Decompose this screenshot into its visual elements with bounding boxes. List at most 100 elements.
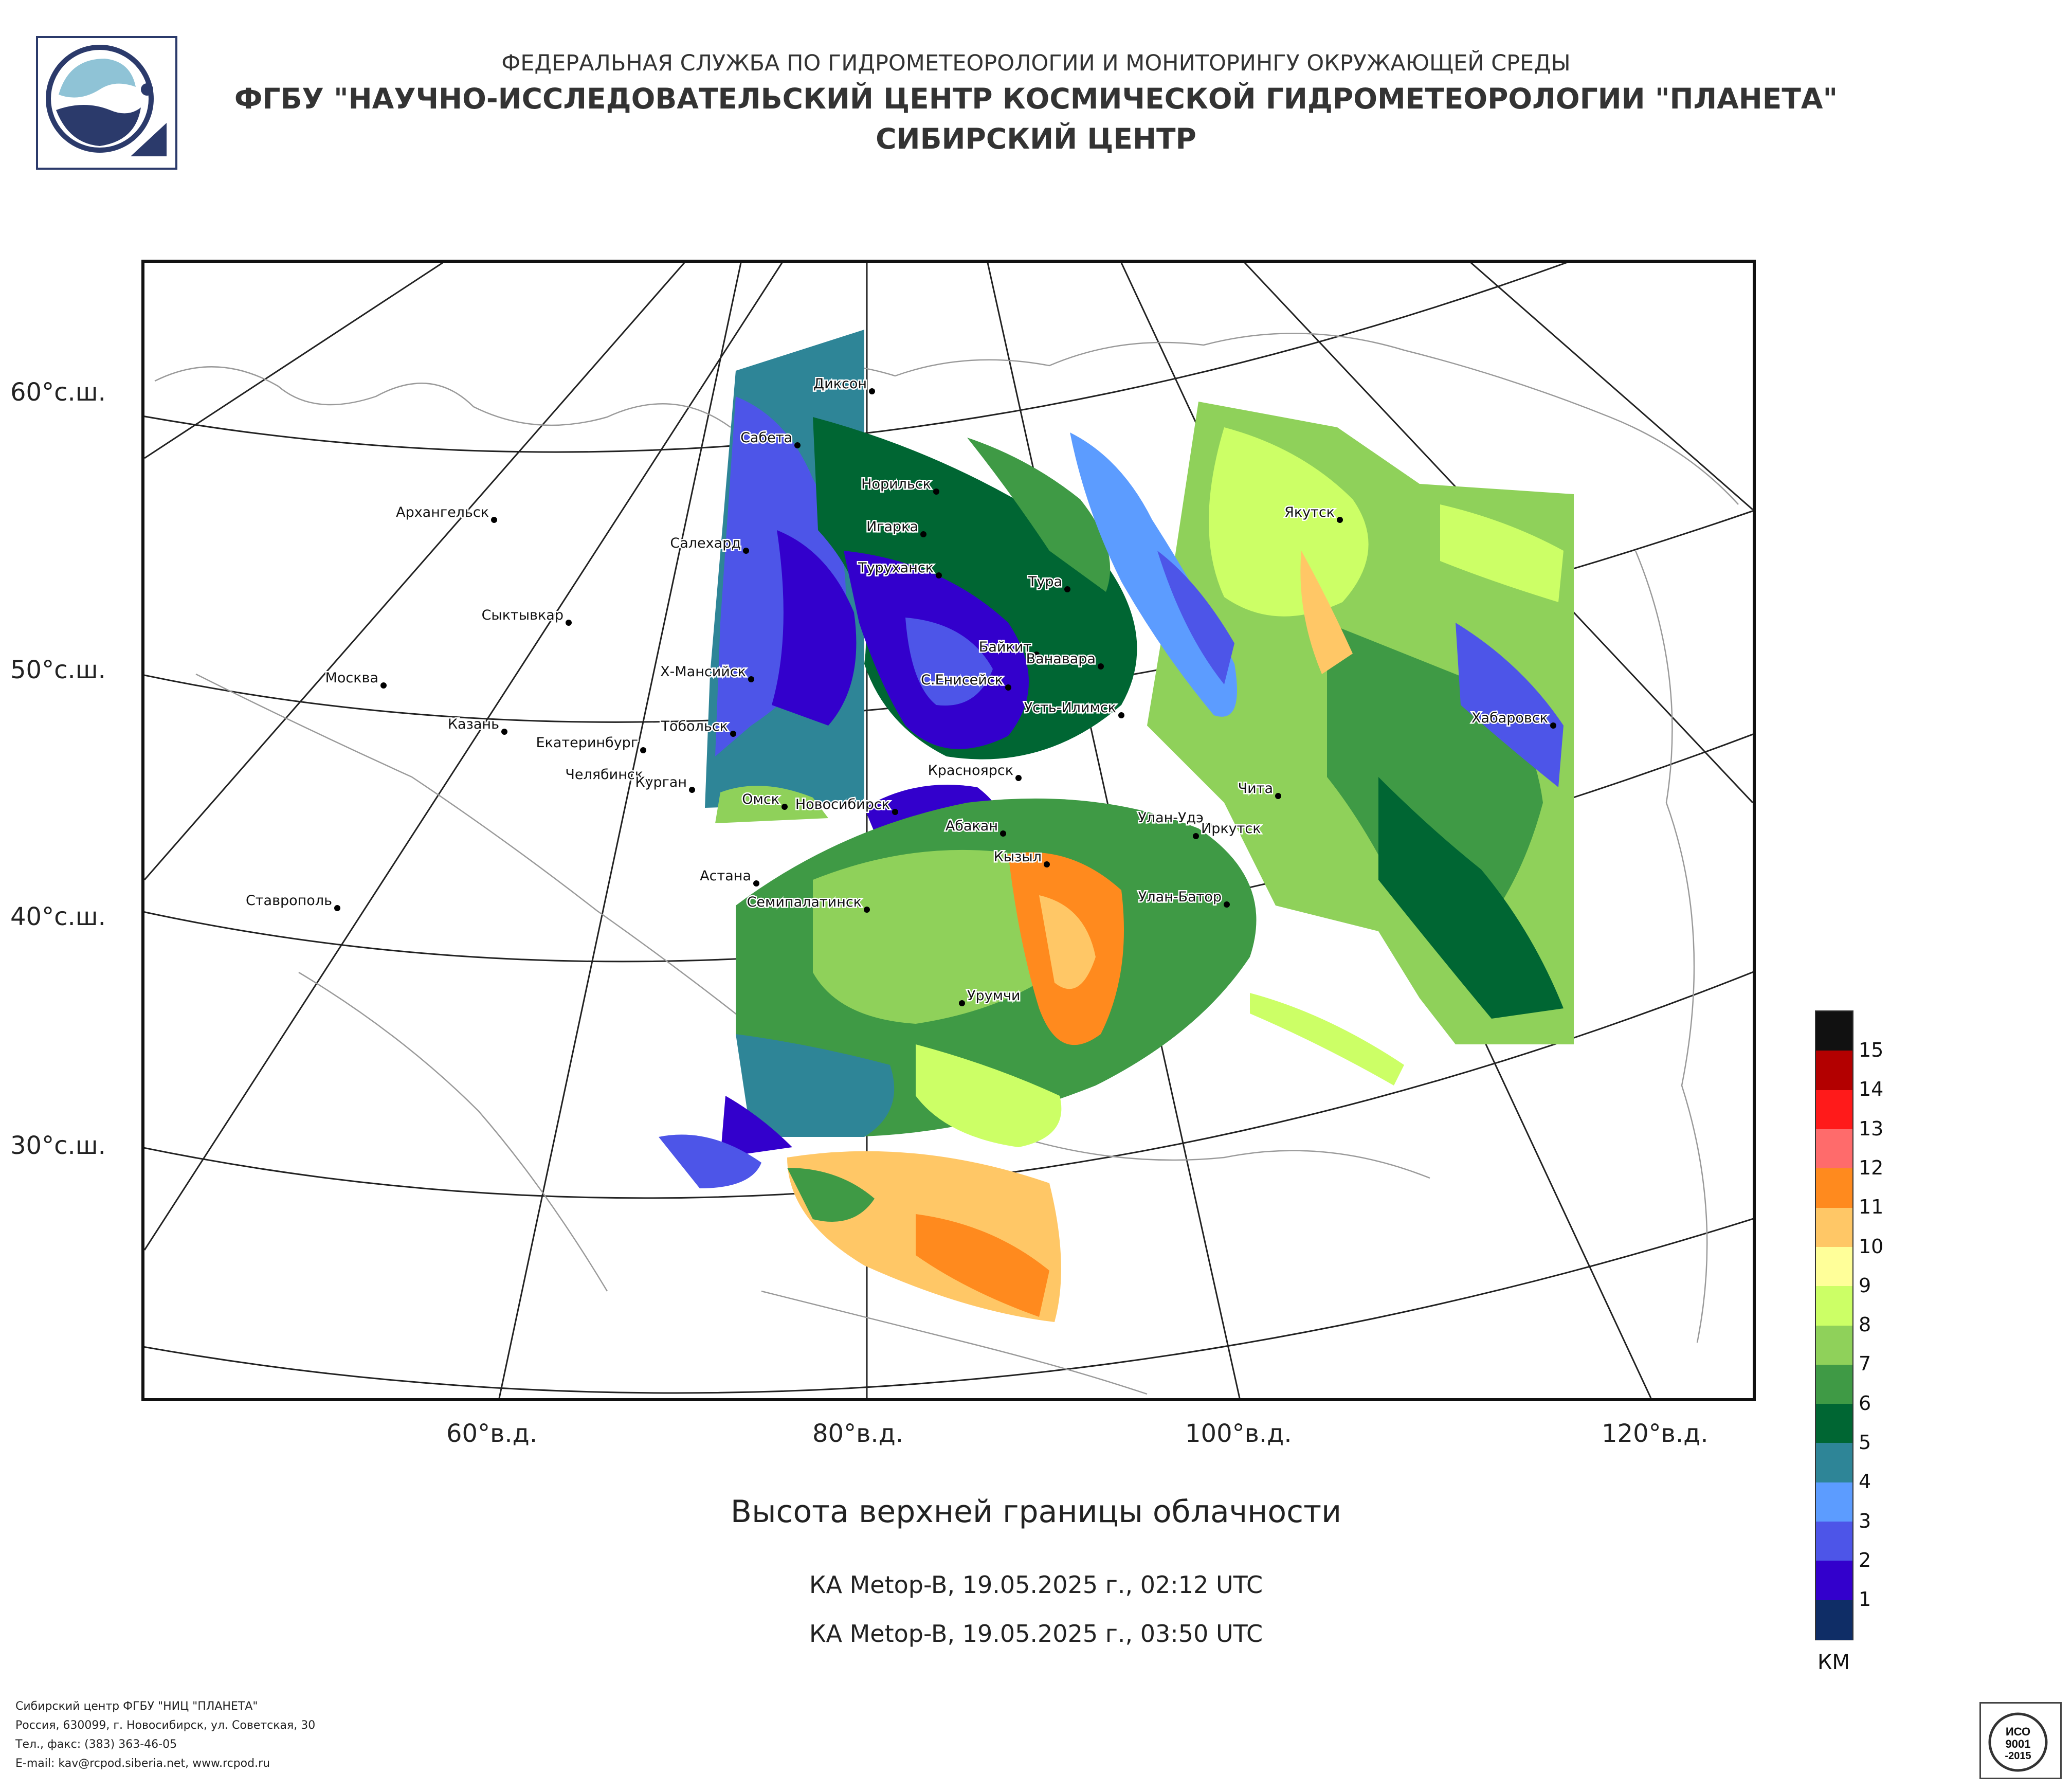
scale-band-15 [1816,1011,1852,1052]
lon-label-80: 80°в.д. [812,1419,904,1448]
scale-label-12: 12 [1859,1156,1884,1179]
city-marker [1118,712,1124,718]
scale-band-14 [1816,1051,1852,1091]
city-marker [933,489,939,495]
city-marker [1000,830,1006,837]
scale-band-5 [1816,1404,1852,1444]
header-center: СИБИРСКИЙ ЦЕНТР [876,122,1196,155]
footer-phone: Тел., факс: (383) 363-46-05 [15,1738,177,1751]
city-label: Сыктывкар [482,607,564,623]
city-label: Ванавара [1026,651,1096,667]
city-marker [1275,793,1281,799]
scale-unit: КМ [1817,1651,1850,1674]
cert-line-2: 9001 [2006,1738,2031,1750]
scale-label-14: 14 [1859,1078,1884,1101]
city-marker [920,531,926,537]
city-marker [743,548,749,554]
city-label: Екатеринбург [536,735,638,751]
city-marker [645,779,651,785]
city-label: Игарка [866,519,918,535]
scale-label-1: 1 [1859,1588,1871,1611]
city-marker [748,676,754,682]
city-label: Москва [325,670,378,686]
city-label: Х-Мансийск [660,664,746,680]
city-marker [640,747,646,753]
footer-org: Сибирский центр ФГБУ "НИЦ "ПЛАНЕТА" [15,1700,258,1713]
cert-line-3: -2015 [2005,1750,2031,1762]
city-label: Красноярск [928,763,1013,779]
city-label: Абакан [946,818,998,834]
scale-label-8: 8 [1859,1313,1871,1336]
city-marker [1064,586,1070,592]
scale-label-10: 10 [1859,1235,1884,1258]
city-marker [959,1000,965,1006]
city-marker [566,620,572,626]
footer-address: Россия, 630099, г. Новосибирск, ул. Сове… [15,1719,316,1732]
city-marker [491,517,497,523]
scale-label-9: 9 [1859,1274,1871,1297]
city-marker [334,905,340,911]
city-marker [864,907,870,913]
city-label: Чита [1238,781,1273,797]
lon-label-60: 60°в.д. [446,1419,538,1448]
iso-certification-stamp: ИСО 9001 -2015 [1979,1702,2062,1779]
scale-band-8 [1816,1286,1852,1326]
footer-email: E-mail: kav@rcpod.siberia.net, www.rcpod… [15,1757,270,1770]
scale-band-11 [1816,1168,1852,1208]
city-label: Курган [635,774,687,790]
scale-band-6 [1816,1364,1852,1405]
city-label: Казань [448,716,499,732]
city-marker [501,729,507,735]
pass-1-caption: КА Metop-B, 19.05.2025 г., 02:12 UTC [809,1571,1263,1599]
pass-2-caption: КА Metop-B, 19.05.2025 г., 03:50 UTC [809,1620,1263,1648]
city-marker [1005,684,1011,691]
city-label: Тура [1028,574,1062,590]
city-marker [892,809,898,815]
city-label: Усть-Илимск [1024,700,1116,716]
city-marker [1033,652,1040,658]
city-marker [1193,833,1199,839]
city-label: Улан-Батор [1138,889,1222,905]
city-marker [869,388,875,394]
city-label: Сабета [740,430,792,446]
city-label: Кызыл [994,849,1042,865]
scale-label-7: 7 [1859,1352,1871,1376]
scale-band-2 [1816,1522,1852,1562]
scale-band-10 [1816,1207,1852,1247]
city-marker [1550,722,1556,729]
organization-logo [36,36,177,170]
city-label: С.Енисейск [921,672,1003,688]
height-color-scale [1815,1010,1853,1640]
map-title: Высота верхней границы облачности [730,1494,1342,1530]
city-marker [936,572,942,578]
city-label: Норильск [861,476,931,492]
city-label: Астана [700,868,751,884]
scale-band-12 [1816,1129,1852,1169]
lat-label-60: 60°с.ш. [10,378,106,407]
scale-label-2: 2 [1859,1549,1871,1571]
scale-band-base [1816,1600,1852,1640]
city-marker [1044,861,1050,867]
header-institute: ФГБУ "НАУЧНО-ИССЛЕДОВАТЕЛЬСКИЙ ЦЕНТР КОС… [234,82,1838,115]
scale-label-5: 5 [1859,1431,1871,1454]
lon-label-120: 120°в.д. [1602,1419,1709,1448]
lat-label-30: 30°с.ш. [10,1131,106,1160]
city-marker [1098,663,1104,670]
scale-band-4 [1816,1443,1852,1483]
header-agency: ФЕДЕРАЛЬНАЯ СЛУЖБА ПО ГИДРОМЕТЕОРОЛОГИИ … [501,50,1571,76]
scale-band-1 [1816,1561,1852,1601]
city-marker [794,442,801,448]
scale-band-13 [1816,1090,1852,1130]
city-label: Иркутск [1201,821,1261,837]
city-label: Байкит [979,639,1031,655]
scale-band-9 [1816,1246,1852,1287]
country-borders [154,333,1739,1395]
city-label: Семипалатинск [747,894,862,910]
city-label: Диксон [813,376,867,392]
scale-label-6: 6 [1859,1391,1871,1415]
city-label: Тобольск [660,718,728,734]
cloud-field [659,330,1574,1322]
scale-label-4: 4 [1859,1470,1871,1493]
scale-band-7 [1816,1325,1852,1365]
city-marker [1015,775,1022,781]
